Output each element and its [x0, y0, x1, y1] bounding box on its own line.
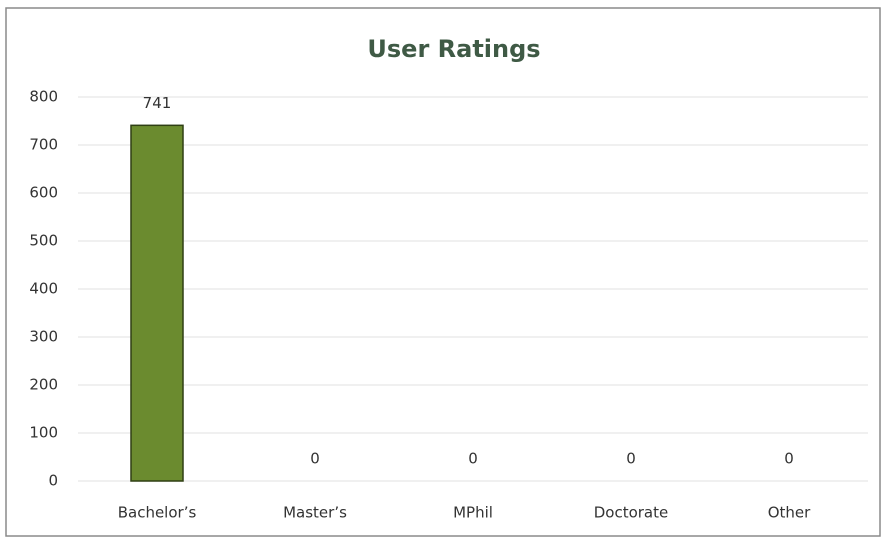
data-label: 0 — [468, 450, 478, 468]
data-label: 0 — [626, 450, 636, 468]
x-tick-label: Bachelor’s — [118, 504, 197, 522]
bar — [130, 124, 184, 482]
x-tick-label: Doctorate — [594, 504, 669, 522]
x-tick-label: MPhil — [453, 504, 493, 522]
y-tick-label: 600 — [29, 184, 58, 202]
data-label: 0 — [310, 450, 320, 468]
y-tick-label: 300 — [29, 328, 58, 346]
x-tick-label: Other — [768, 504, 811, 522]
data-label: 0 — [784, 450, 794, 468]
y-tick-label: 200 — [29, 376, 58, 394]
y-tick-label: 500 — [29, 232, 58, 250]
y-tick-label: 800 — [29, 88, 58, 106]
y-tick-label: 0 — [48, 472, 58, 490]
y-tick-label: 400 — [29, 280, 58, 298]
data-label: 741 — [143, 94, 172, 112]
chart-title: User Ratings — [367, 35, 540, 63]
x-tick-label: Master’s — [283, 504, 347, 522]
y-tick-label: 100 — [29, 424, 58, 442]
y-tick-label: 700 — [29, 136, 58, 154]
